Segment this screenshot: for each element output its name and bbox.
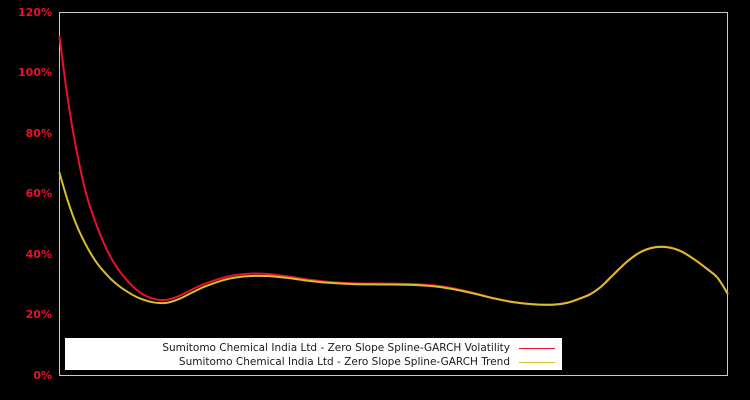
- legend-label: Sumitomo Chemical India Ltd - Zero Slope…: [162, 342, 510, 354]
- legend-item-volatility[interactable]: Sumitomo Chemical India Ltd - Zero Slope…: [162, 341, 558, 355]
- legend-color-swatch: [519, 361, 555, 363]
- legend-color-swatch: [519, 347, 555, 349]
- plot-frame: [59, 12, 728, 376]
- chart-legend[interactable]: Sumitomo Chemical India Ltd - Zero Slope…: [65, 338, 562, 370]
- y-tick-label-0: 0%: [33, 368, 52, 382]
- y-tick-label-60: 60%: [25, 187, 52, 200]
- y-tick-label-40: 40%: [25, 247, 52, 261]
- y-tick-label-120: 120%: [18, 5, 52, 19]
- y-tick-label-80: 80%: [25, 126, 52, 140]
- legend-label: Sumitomo Chemical India Ltd - Zero Slope…: [178, 356, 510, 368]
- legend-item-trend[interactable]: Sumitomo Chemical India Ltd - Zero Slope…: [179, 355, 558, 369]
- series-lines: [58, 35, 729, 306]
- series-line-trend: [58, 171, 729, 306]
- y-tick-label-20: 20%: [25, 308, 52, 321]
- y-tick-label-100: 100%: [18, 66, 52, 79]
